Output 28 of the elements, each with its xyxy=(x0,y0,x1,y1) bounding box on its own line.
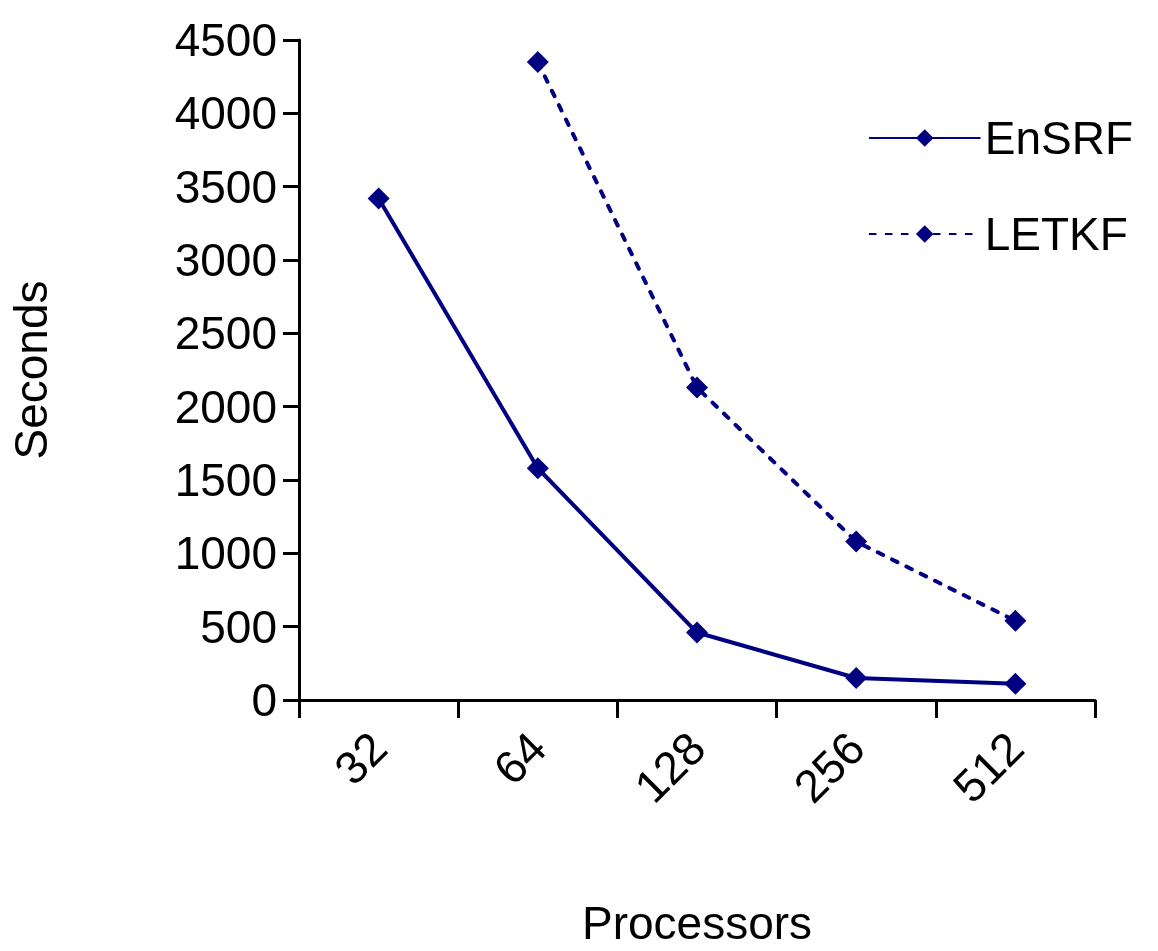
y-tick-label: 1000 xyxy=(174,527,277,580)
x-tick-label: 256 xyxy=(783,721,875,813)
point xyxy=(526,51,549,73)
x-axis-title: Processors xyxy=(581,897,813,949)
point xyxy=(367,187,390,210)
y-tick-label: 1500 xyxy=(174,454,277,506)
point xyxy=(526,457,549,480)
point xyxy=(686,621,708,644)
legend-label: EnSRF xyxy=(984,112,1133,164)
y-tick-label: 4000 xyxy=(174,87,277,140)
y-tick-label: 0 xyxy=(251,674,277,726)
y-axis-title: Seconds xyxy=(5,280,57,460)
point xyxy=(845,530,868,553)
x-tick-label: 512 xyxy=(942,721,1034,813)
y-tick-label: 2500 xyxy=(174,307,277,360)
y-tick-label: 3500 xyxy=(174,160,277,213)
y-tick-label: 4500 xyxy=(174,14,277,66)
point xyxy=(845,667,868,689)
x-tick-label: 128 xyxy=(624,721,716,813)
legend-label: LETKF xyxy=(984,208,1128,260)
y-tick-label: 3000 xyxy=(174,234,277,286)
point xyxy=(686,376,708,399)
x-tick-label: 32 xyxy=(324,721,397,795)
y-tick-label: 2000 xyxy=(174,380,277,433)
x-tick-label: 64 xyxy=(483,721,557,795)
point xyxy=(1004,609,1027,632)
point xyxy=(1004,672,1027,695)
y-tick-label: 500 xyxy=(200,600,277,653)
